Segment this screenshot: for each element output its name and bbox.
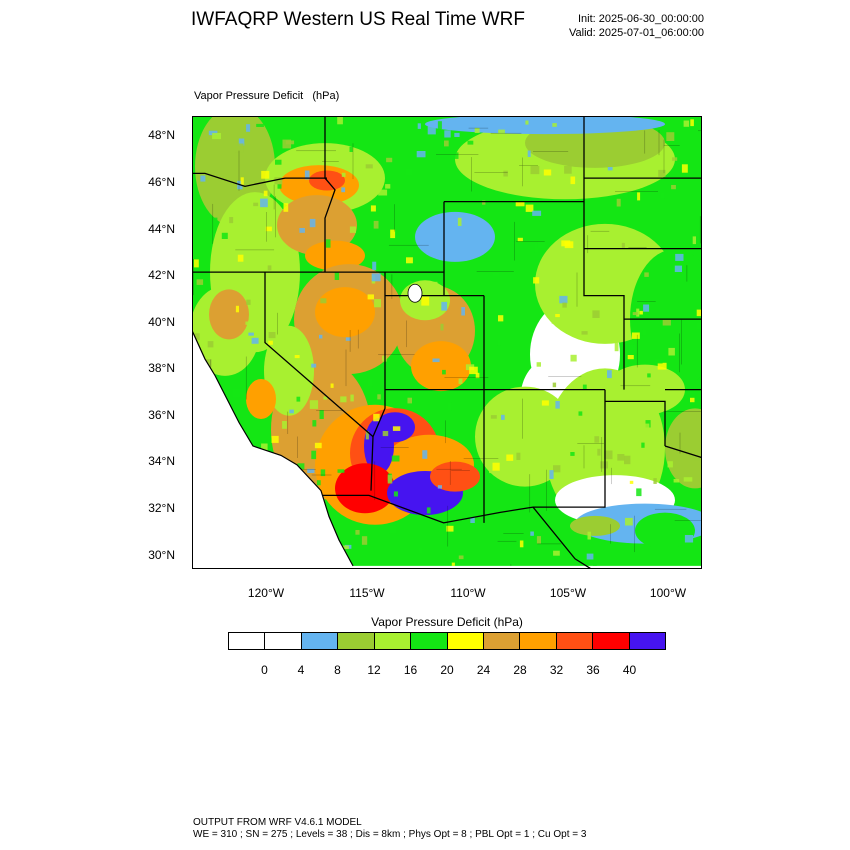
lat-label-46: 46°N xyxy=(148,175,175,189)
lat-label-42: 42°N xyxy=(148,268,175,282)
colorbar-label: 12 xyxy=(367,663,381,677)
colorbar-box xyxy=(229,633,266,649)
lon-label-110: 110°W xyxy=(450,586,486,600)
colorbar-label: 4 xyxy=(297,663,305,677)
footer-config-line: WE = 310 ; SN = 275 ; Levels = 38 ; Dis … xyxy=(193,829,587,840)
colorbar-label: 16 xyxy=(403,663,418,677)
colorbar-box xyxy=(520,633,557,649)
init-time: Init: 2025-06-30_00:00:00 xyxy=(578,13,704,25)
colorbar-label: 8 xyxy=(334,663,341,677)
colorbar-label: 28 xyxy=(513,663,527,677)
colorbar-label: 20 xyxy=(440,663,454,677)
colorbar-label: 24 xyxy=(476,663,491,677)
colorbar-box xyxy=(593,633,630,649)
colorbar-box xyxy=(338,633,375,649)
field-label: Vapor Pressure Deficit (hPa) xyxy=(194,90,340,102)
colorbar-box xyxy=(483,633,521,649)
lat-label-34: 34°N xyxy=(148,454,175,468)
colorbar-label: 0 xyxy=(261,663,268,677)
lat-label-38: 38°N xyxy=(148,361,175,375)
lat-label-30: 30°N xyxy=(148,548,175,562)
vpd-map xyxy=(193,117,701,568)
colorbar-title: Vapor Pressure Deficit (hPa) xyxy=(371,615,523,629)
colorbar-label: 36 xyxy=(586,663,600,677)
colorbar-box xyxy=(447,633,484,649)
lat-label-48: 48°N xyxy=(148,128,175,142)
colorbar-label: 40 xyxy=(622,663,637,677)
plot-title: IWFAQRP Western US Real Time WRF xyxy=(191,9,525,30)
lon-label-100: 100°W xyxy=(649,586,687,600)
lat-label-32: 32°N xyxy=(148,501,175,515)
lat-label-40: 40°N xyxy=(148,315,175,329)
lat-label-36: 36°N xyxy=(148,408,175,422)
lon-label-105: 105°W xyxy=(549,586,587,600)
footer-model-line: OUTPUT FROM WRF V4.6.1 MODEL xyxy=(193,817,362,828)
colorbar-box xyxy=(411,633,448,649)
colorbar-label: 32 xyxy=(549,663,564,677)
lon-label-115: 115°W xyxy=(349,586,385,600)
colorbar-box xyxy=(301,633,339,649)
lat-label-44: 44°N xyxy=(148,222,175,236)
map-panel xyxy=(192,116,702,569)
lon-label-120: 120°W xyxy=(247,586,285,600)
colorbar-box xyxy=(374,633,412,649)
colorbar xyxy=(228,632,666,650)
colorbar-box xyxy=(629,633,666,649)
colorbar-box xyxy=(556,633,594,649)
valid-time: Valid: 2025-07-01_06:00:00 xyxy=(569,27,704,39)
colorbar-box xyxy=(265,633,302,649)
